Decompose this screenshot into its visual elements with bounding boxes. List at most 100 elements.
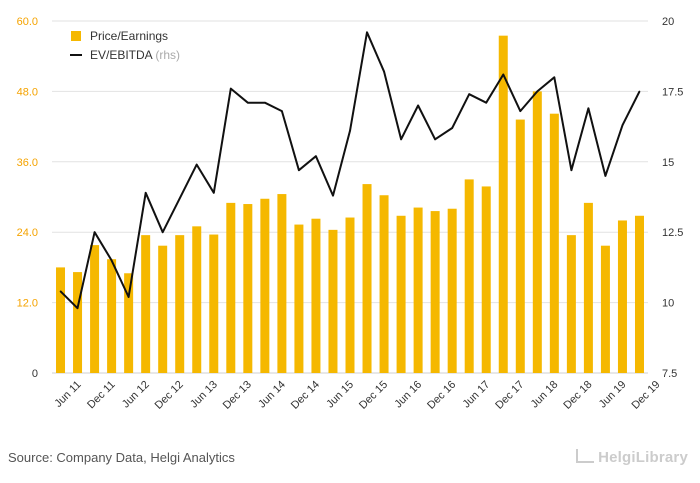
point-ev-ebitda [587,107,590,110]
bar-price-earnings [464,179,474,373]
x-tick-label: Jun 18 [529,379,561,411]
bar-price-earnings [481,186,491,373]
bar-price-earnings [430,211,440,373]
bar-price-earnings [141,235,151,373]
bar-price-earnings [260,198,270,373]
point-ev-ebitda [281,110,283,112]
point-ev-ebitda [349,130,351,132]
point-ev-ebitda [264,101,266,104]
line-series-ev-ebitda [59,31,641,310]
point-ev-ebitda [195,163,198,166]
x-tick-label: Jun 11 [52,379,83,410]
bar-price-earnings [124,273,134,373]
x-tick-label: Dec 16 [425,379,458,412]
point-ev-ebitda [638,90,641,93]
legend-label-ev-ebitda-name: EV/EBITDA [90,48,153,62]
y-right-tick-label: 17.5 [662,86,683,98]
bar-price-earnings [294,224,304,373]
legend: Price/Earnings EV/EBITDA (rhs) [70,29,180,62]
y-right-tick-label: 15 [662,157,674,169]
point-ev-ebitda [247,101,249,104]
point-ev-ebitda [536,90,539,93]
point-ev-ebitda [604,175,607,177]
bar-price-earnings [396,215,406,373]
bar-price-earnings [243,204,253,373]
x-tick-label: Dec 15 [357,379,390,412]
bar-price-earnings [498,35,508,374]
bar-price-earnings [56,267,66,373]
point-ev-ebitda [332,194,334,197]
bar-price-earnings [158,245,168,373]
bar-price-earnings [617,220,627,373]
x-tick-label: Jun 19 [597,379,629,411]
y-left-tick-label: 12.0 [17,298,38,310]
library-icon [576,449,595,463]
legend-label-ev-ebitda: EV/EBITDA (rhs) [90,48,180,62]
bar-price-earnings [362,184,372,373]
source-note: Source: Company Data, Helgi Analytics [8,450,235,465]
point-ev-ebitda [315,155,317,157]
point-ev-ebitda [230,87,232,90]
bar-price-earnings [549,113,559,374]
point-ev-ebitda [212,191,215,194]
y-right-tick-label: 20 [662,16,674,28]
bar-price-earnings [583,202,593,373]
point-ev-ebitda [502,73,505,76]
x-tick-label: Jun 16 [392,379,424,411]
y-right-tick-label: 12.5 [662,227,683,239]
right-axis-labels: 7.5 10 12.5 15 17.5 20 [662,16,683,380]
point-ev-ebitda [110,259,113,262]
legend-label-price-earnings: Price/Earnings [90,29,168,43]
bar-price-earnings [413,207,423,373]
bar-price-earnings [515,119,525,373]
y-left-tick-label: 60.0 [17,16,38,28]
x-tick-label: Dec 14 [289,379,322,412]
point-ev-ebitda [553,76,556,79]
bar-price-earnings [73,272,83,373]
bar-price-earnings [600,245,610,373]
y-left-tick-label: 48.0 [17,86,38,98]
bar-price-earnings [107,259,117,373]
point-ev-ebitda [519,110,522,112]
point-ev-ebitda [400,138,402,141]
bar-price-earnings [192,226,202,373]
x-tick-label: Dec 19 [630,379,663,412]
bar-price-earnings [226,202,236,373]
point-ev-ebitda [127,296,130,298]
x-axis-labels: Jun 11 Dec 11 Jun 12 Dec 12 Jun 13 Dec 13 Jun … [52,379,662,412]
chart: 012.024.036.048.060.0 7.51012.51517.520 … [17,16,684,412]
y-right-tick-label: 7.5 [662,368,677,380]
x-tick-label: Dec 17 [493,379,526,412]
brand-name: HelgiLibrary [598,449,688,466]
point-ev-ebitda [93,231,96,233]
point-ev-ebitda [298,169,300,172]
point-ev-ebitda [485,101,488,104]
bar-price-earnings [311,218,321,373]
bar-price-earnings [209,234,219,373]
x-tick-label: Dec 12 [153,379,186,412]
x-tick-label: Jun 17 [461,379,493,411]
y-left-tick-label: 0 [32,368,38,380]
bar-price-earnings [447,208,457,373]
point-ev-ebitda [434,138,436,141]
point-ev-ebitda [161,231,164,233]
point-ev-ebitda [621,124,624,126]
point-ev-ebitda [417,104,419,107]
y-left-tick-label: 36.0 [17,157,38,169]
bar-price-earnings [345,217,355,373]
x-tick-label: Jun 12 [120,379,152,411]
bar-price-earnings [277,194,287,373]
legend-label-ev-ebitda-suffix: (rhs) [155,48,180,62]
brand-logo: HelgiLibrary [576,449,688,466]
x-tick-label: Dec 18 [561,379,594,412]
point-ev-ebitda [144,191,147,194]
bar-price-earnings [175,235,185,373]
y-right-tick-label: 10 [662,298,674,310]
x-tick-label: Dec 11 [85,379,118,412]
bar-price-earnings [90,245,100,373]
point-ev-ebitda [76,307,79,310]
bar-series-price-earnings [56,35,644,374]
bar-price-earnings [328,229,338,373]
bar-price-earnings [379,195,389,373]
x-tick-label: Jun 15 [324,379,356,411]
